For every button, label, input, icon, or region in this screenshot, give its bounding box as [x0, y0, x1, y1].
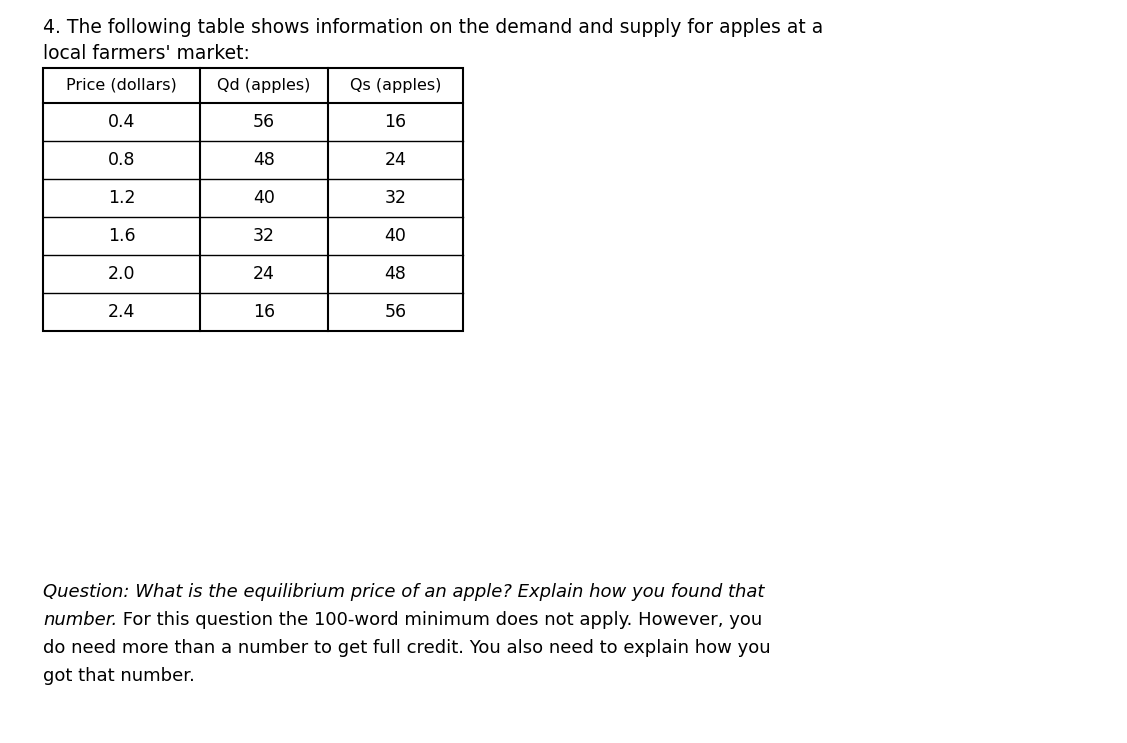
Text: 16: 16	[252, 303, 275, 321]
Text: Qd (apples): Qd (apples)	[218, 78, 311, 93]
Text: 2.0: 2.0	[108, 265, 135, 283]
Text: local farmers' market:: local farmers' market:	[43, 44, 250, 63]
Text: 48: 48	[254, 151, 275, 169]
Text: Price (dollars): Price (dollars)	[66, 78, 177, 93]
Text: 0.8: 0.8	[108, 151, 135, 169]
Text: Question: What is the equilibrium price of an apple? Explain how you found that: Question: What is the equilibrium price …	[43, 583, 764, 601]
Bar	[43, 68, 463, 331]
Text: do need more than a number to get full credit. You also need to explain how you: do need more than a number to get full c…	[43, 639, 771, 657]
Text: 56: 56	[252, 113, 275, 131]
Text: 32: 32	[252, 227, 275, 245]
Text: 1.2: 1.2	[108, 189, 135, 207]
Text: 40: 40	[384, 227, 407, 245]
Text: 40: 40	[254, 189, 275, 207]
Text: 16: 16	[384, 113, 407, 131]
Text: got that number.: got that number.	[43, 667, 195, 685]
Text: 1.6: 1.6	[108, 227, 135, 245]
Text: Qs (apples): Qs (apples)	[349, 78, 441, 93]
Text: 0.4: 0.4	[108, 113, 135, 131]
Text: 24: 24	[254, 265, 275, 283]
Text: 56: 56	[384, 303, 407, 321]
Text: 24: 24	[384, 151, 407, 169]
Text: 32: 32	[384, 189, 407, 207]
Text: number.: number.	[43, 611, 117, 629]
Text: 48: 48	[384, 265, 407, 283]
Text: 4. The following table shows information on the demand and supply for apples at : 4. The following table shows information…	[43, 18, 823, 37]
Text: For this question the 100-word minimum does not apply. However, you: For this question the 100-word minimum d…	[117, 611, 763, 629]
Text: 2.4: 2.4	[108, 303, 135, 321]
